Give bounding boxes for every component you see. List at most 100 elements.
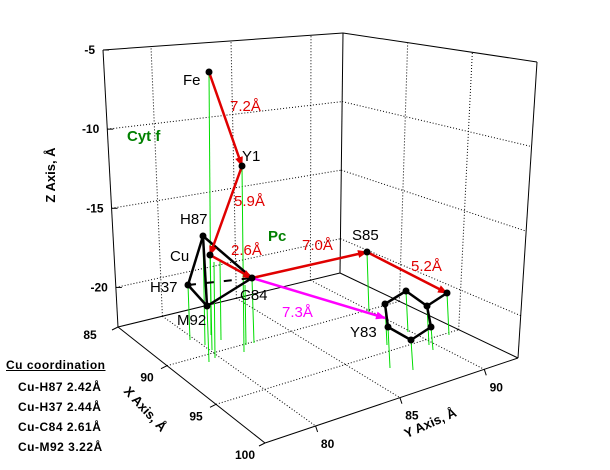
atom-point [363,248,371,256]
legend-row: Cu-H87 2.42Å [18,380,102,394]
protein-annotation: Pc [268,228,286,245]
point-label: H87 [180,211,208,228]
floor-gridline [162,315,316,427]
distance-label: 7.3Å [282,304,313,321]
legend-title: Cu coordination [6,358,106,372]
bond-line [384,289,407,306]
drop-line [405,290,409,333]
atom-point [384,323,392,331]
axis-edge [517,61,538,359]
gridlines [107,35,532,427]
bond-line [187,284,208,307]
point-label: Y1 [242,148,260,165]
y-tick [399,397,403,404]
drop-line [213,261,216,359]
x-tick-label: 85 [83,328,97,342]
bond-line [206,276,253,308]
x-axis-label: X Axis, Å [121,383,170,435]
protein-annotation: Cyt f [127,128,161,145]
x-tick [160,365,168,370]
point-label: Y83 [350,324,377,341]
axis-edge [339,32,344,274]
distance-label: 7.0Å [302,237,333,254]
x-tick-label: 90 [140,371,154,385]
x-tick-label: 100 [235,448,255,462]
bond-line [425,305,433,328]
x-tick [111,326,119,331]
x-tick [209,403,217,408]
axes-box [102,32,538,444]
drop-line [430,326,434,351]
point-label: Fe [183,72,201,89]
bond-line [186,235,205,286]
tick-labels: -5 -10 -15 -20 85 90 95 100 80 85 90 [82,43,503,462]
bond-line [383,303,390,328]
cu-coordination-legend: Cu coordination Cu-H87 2.42Å Cu-H37 2.44… [6,358,106,457]
z-axis-label: Z Axis, Å [43,147,58,203]
atom-point [423,302,431,310]
wall-gridline [341,169,527,232]
bond-line [387,325,412,342]
atom-points [184,68,451,344]
distance-arrow [209,253,253,280]
drop-line [241,165,245,353]
drop-line [206,305,210,363]
y-tick-label: 90 [490,380,504,394]
floor-gridline [166,300,400,367]
atom-point [427,323,435,331]
atom-point [238,162,246,170]
atom-point [407,336,415,344]
wall-gridline [150,46,163,317]
distance-arrow [251,276,386,320]
y-tick [315,425,319,433]
drop-line [187,284,191,341]
wall-gridline [398,42,409,302]
axis-edge [102,32,344,51]
point-labels: Fe Y1 H87 Cu H37 M92 C84 S85 Y83 7.2Å 5.9Å 2.6Å 7.0Å… [127,72,442,341]
floor-gridline [310,279,485,370]
point-label: C84 [240,287,268,304]
atom-point [402,287,410,295]
z-tick-label: -15 [86,201,104,215]
point-label: Cu [170,248,189,265]
point-label: M92 [177,312,206,329]
distance-arrow [208,165,244,256]
wall-gridline [107,101,343,130]
axis-edge [117,272,341,328]
point-label: H37 [150,279,178,296]
axis-edge [117,326,266,444]
point-label: S85 [352,227,379,244]
bond-line [426,291,448,308]
z-tick-label: -10 [82,122,100,136]
legend-row: Cu-M92 3.22Å [18,440,103,454]
axis-edge [342,32,538,63]
atom-point [248,274,256,282]
axis-edge [102,49,119,328]
x-tick-label: 95 [189,409,203,423]
drop-lines [187,71,450,371]
wall-gridline [115,238,341,288]
axis-edge [264,357,519,444]
atom-point [381,300,389,308]
drop-line [410,339,414,371]
drop-line [366,251,370,314]
distance-label: 5.2Å [411,258,442,275]
distance-arrow [251,250,368,280]
distance-arrow [366,250,448,295]
distance-arrows [207,71,448,320]
distance-label: 5.9Å [234,193,265,210]
floor-gridline [215,329,459,405]
atom-point [443,289,451,297]
atom-point [184,281,192,289]
legend-row: Cu-C84 2.61Å [18,420,102,434]
z-tick-label: -20 [91,280,109,294]
drop-line [446,292,450,336]
drop-line [219,261,222,341]
atom-point [206,251,214,259]
bond-line [410,325,432,342]
legend-row: Cu-H37 2.44Å [18,400,102,414]
x-tick [258,442,266,447]
atom-point [205,68,213,76]
y-tick-label: 80 [321,437,335,451]
